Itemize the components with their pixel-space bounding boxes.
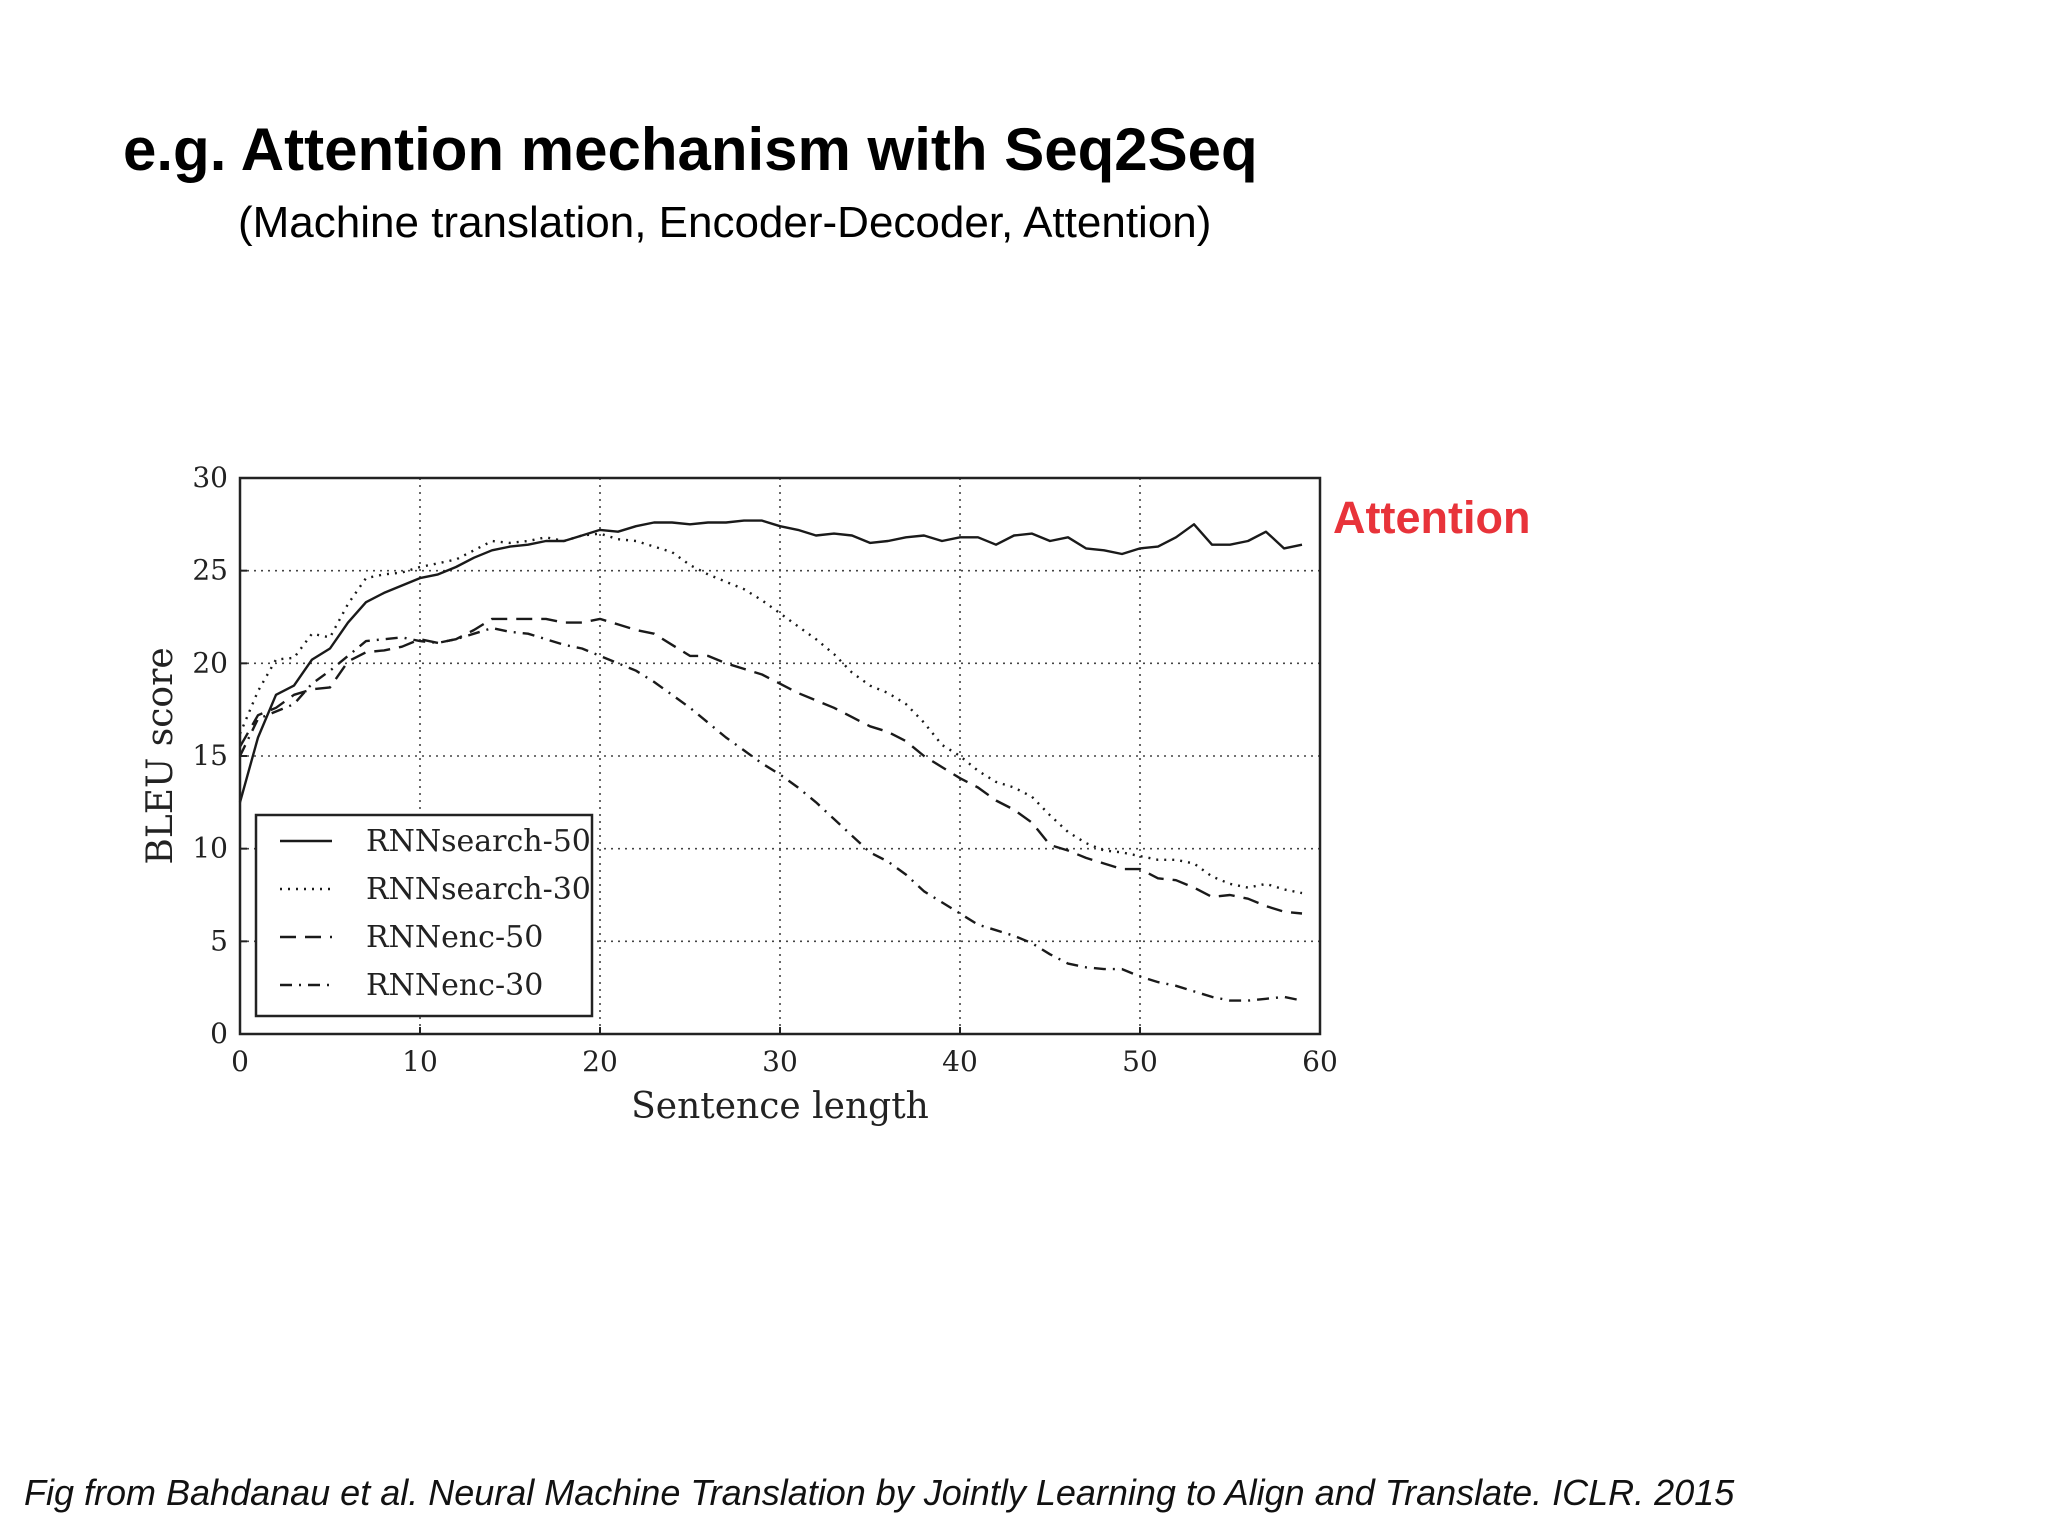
- series-line-rnnenc-30: [238, 626, 1303, 1002]
- legend-label: RNNsearch-30: [366, 872, 591, 907]
- y-tick-label: 15: [192, 739, 228, 772]
- y-tick-label: 25: [192, 554, 228, 587]
- x-tick-label: 20: [582, 1045, 618, 1078]
- series-line-rnnenc-50: [238, 617, 1303, 915]
- chart-series: [238, 519, 1303, 1002]
- x-axis-label: Sentence length: [631, 1086, 929, 1127]
- legend-label: RNNsearch-50: [366, 824, 591, 859]
- y-tick-label: 10: [192, 832, 228, 865]
- x-tick-label: 40: [942, 1045, 978, 1078]
- slide-subtitle: (Machine translation, Encoder-Decoder, A…: [238, 198, 1212, 247]
- legend-label: RNNenc-30: [366, 968, 543, 1003]
- x-tick-label: 10: [402, 1045, 438, 1078]
- x-tick-label: 50: [1122, 1045, 1158, 1078]
- x-tick-label: 30: [762, 1045, 798, 1078]
- chart-legend: RNNsearch-50 RNNsearch-30 RNNenc-50 RNNenc-…: [254, 813, 594, 1018]
- figure-caption: Fig from Bahdanau et al. Neural Machine …: [24, 1472, 1735, 1513]
- series-line-rnnsearch-50: [238, 519, 1303, 803]
- y-tick-label: 0: [210, 1017, 228, 1050]
- x-tick-label: 60: [1302, 1045, 1338, 1078]
- legend-box: [254, 813, 594, 1018]
- y-tick-label: 5: [210, 924, 228, 957]
- series-line-rnnsearch-30: [238, 532, 1303, 895]
- slide-title: e.g. Attention mechanism with Seq2Seq: [123, 116, 1258, 183]
- y-tick-label: 20: [192, 646, 228, 679]
- x-tick-label: 0: [231, 1045, 249, 1078]
- legend-label: RNNenc-50: [366, 920, 543, 955]
- y-tick-label: 30: [192, 461, 228, 494]
- attention-annotation: Attention: [1333, 492, 1531, 543]
- chart-ticks: 0 10 20 30 40 50 60 0 5 10 15 20 25 30: [192, 461, 1337, 1078]
- y-axis-label: BLEU score: [140, 647, 181, 864]
